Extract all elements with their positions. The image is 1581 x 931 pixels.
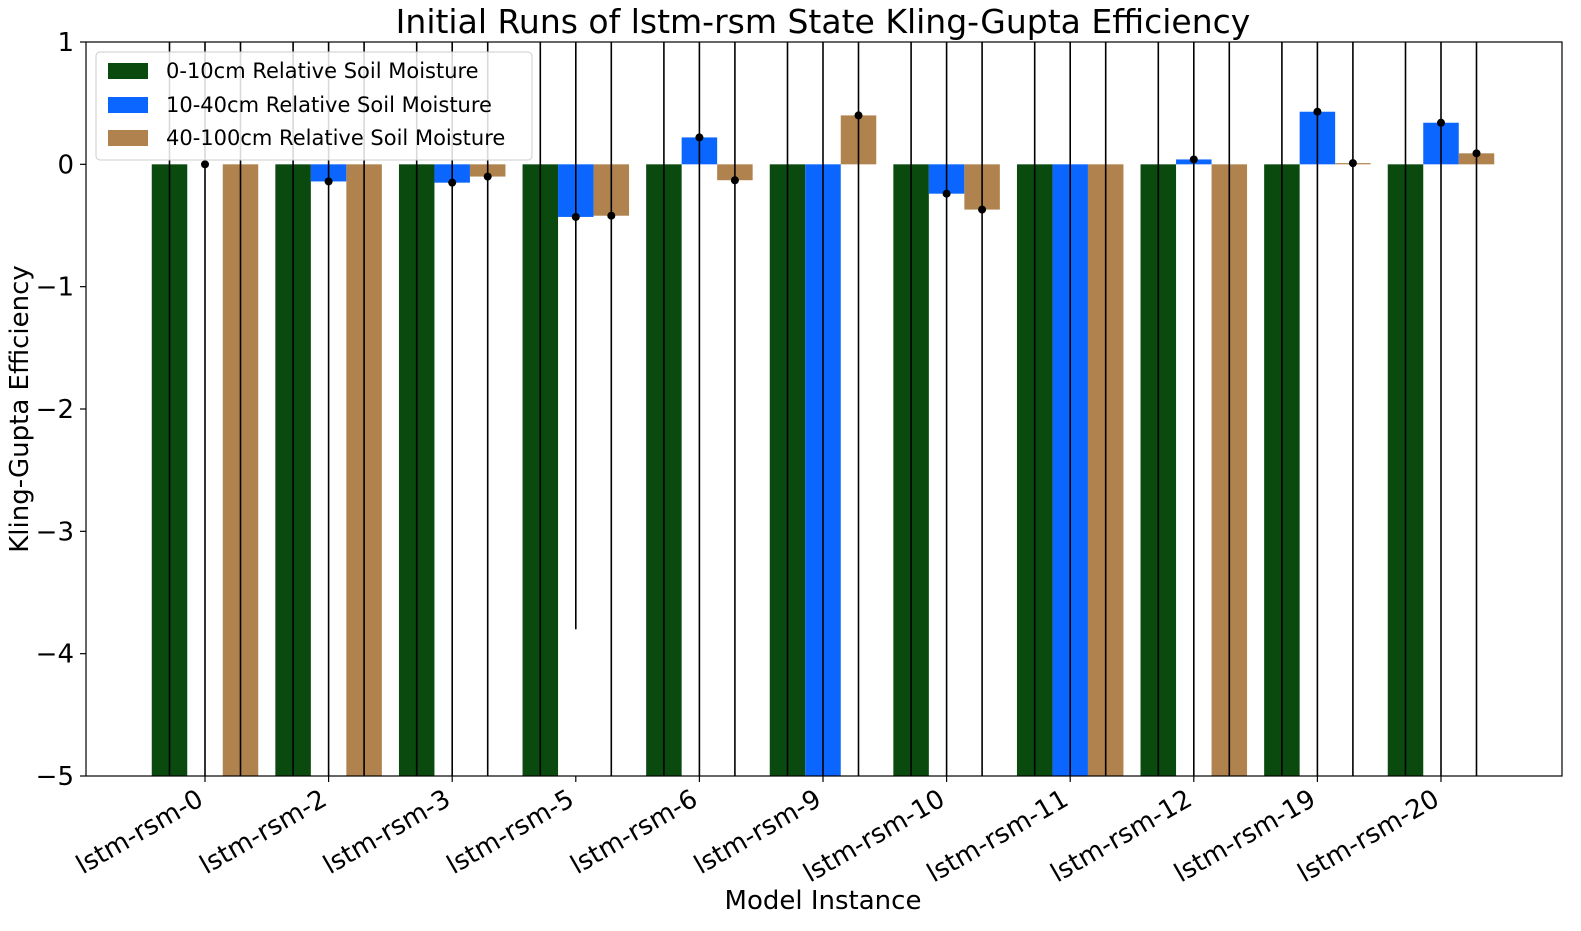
- legend-label-40-100cm: 40-100cm Relative Soil Moisture: [166, 126, 505, 150]
- x-tick-label: lstm-rsm-20: [1293, 784, 1445, 889]
- legend-swatch-10-40cm: [108, 97, 148, 113]
- point-marker-lstm-rsm-10-s1: [942, 189, 951, 198]
- point-marker-lstm-rsm-3-s2: [483, 172, 492, 181]
- x-axis-label: Model Instance: [725, 886, 922, 916]
- y-axis: 1 0 −1 −2 −3 −4 −5: [36, 28, 86, 792]
- x-tick-label: lstm-rsm-5: [442, 784, 579, 881]
- point-marker-lstm-rsm-5-s1: [571, 212, 580, 221]
- point-marker-lstm-rsm-19-s2: [1348, 159, 1357, 168]
- y-tick-label: −1: [36, 273, 74, 303]
- point-marker-lstm-rsm-3-s1: [448, 178, 457, 187]
- legend-swatch-40-100cm: [108, 130, 148, 146]
- point-marker-lstm-rsm-5-s2: [607, 211, 616, 220]
- point-marker-lstm-rsm-19-s1: [1313, 107, 1322, 116]
- legend-swatch-0-10cm: [108, 63, 148, 79]
- point-marker-lstm-rsm-6-s1: [695, 133, 704, 142]
- point-marker-lstm-rsm-20-s2: [1472, 149, 1481, 158]
- y-tick-label: −3: [36, 517, 74, 547]
- point-marker-lstm-rsm-9-s2: [854, 111, 863, 120]
- plot-area: [151, 42, 1495, 776]
- y-axis-label: Kling-Gupta Efficiency: [5, 265, 35, 553]
- y-tick-label: −4: [36, 640, 74, 670]
- y-tick-label: 1: [57, 28, 74, 58]
- point-marker-lstm-rsm-2-s1: [324, 177, 333, 186]
- point-marker-lstm-rsm-20-s1: [1437, 118, 1445, 127]
- x-tick-label: lstm-rsm-2: [195, 784, 332, 881]
- x-axis: lstm-rsm-0lstm-rsm-2lstm-rsm-3lstm-rsm-5…: [71, 776, 1445, 889]
- y-tick-label: −5: [36, 762, 74, 792]
- point-marker-lstm-rsm-10-s2: [978, 205, 987, 214]
- x-tick-label: lstm-rsm-3: [318, 784, 455, 881]
- point-marker-lstm-rsm-12-s1: [1189, 155, 1198, 164]
- point-marker-lstm-rsm-6-s2: [730, 176, 739, 185]
- point-marker-lstm-rsm-0-s1: [201, 160, 209, 169]
- x-tick-label: lstm-rsm-6: [566, 784, 703, 881]
- legend: 0-10cm Relative Soil Moisture 10-40cm Re…: [95, 51, 533, 161]
- x-tick-label: lstm-rsm-0: [71, 784, 208, 881]
- chart-title: Initial Runs of lstm-rsm State Kling-Gup…: [396, 2, 1251, 41]
- y-tick-label: −2: [36, 395, 74, 425]
- legend-frame: [95, 51, 533, 161]
- legend-label-0-10cm: 0-10cm Relative Soil Moisture: [166, 59, 479, 83]
- y-tick-label: 0: [57, 150, 74, 180]
- legend-label-10-40cm: 10-40cm Relative Soil Moisture: [166, 93, 492, 117]
